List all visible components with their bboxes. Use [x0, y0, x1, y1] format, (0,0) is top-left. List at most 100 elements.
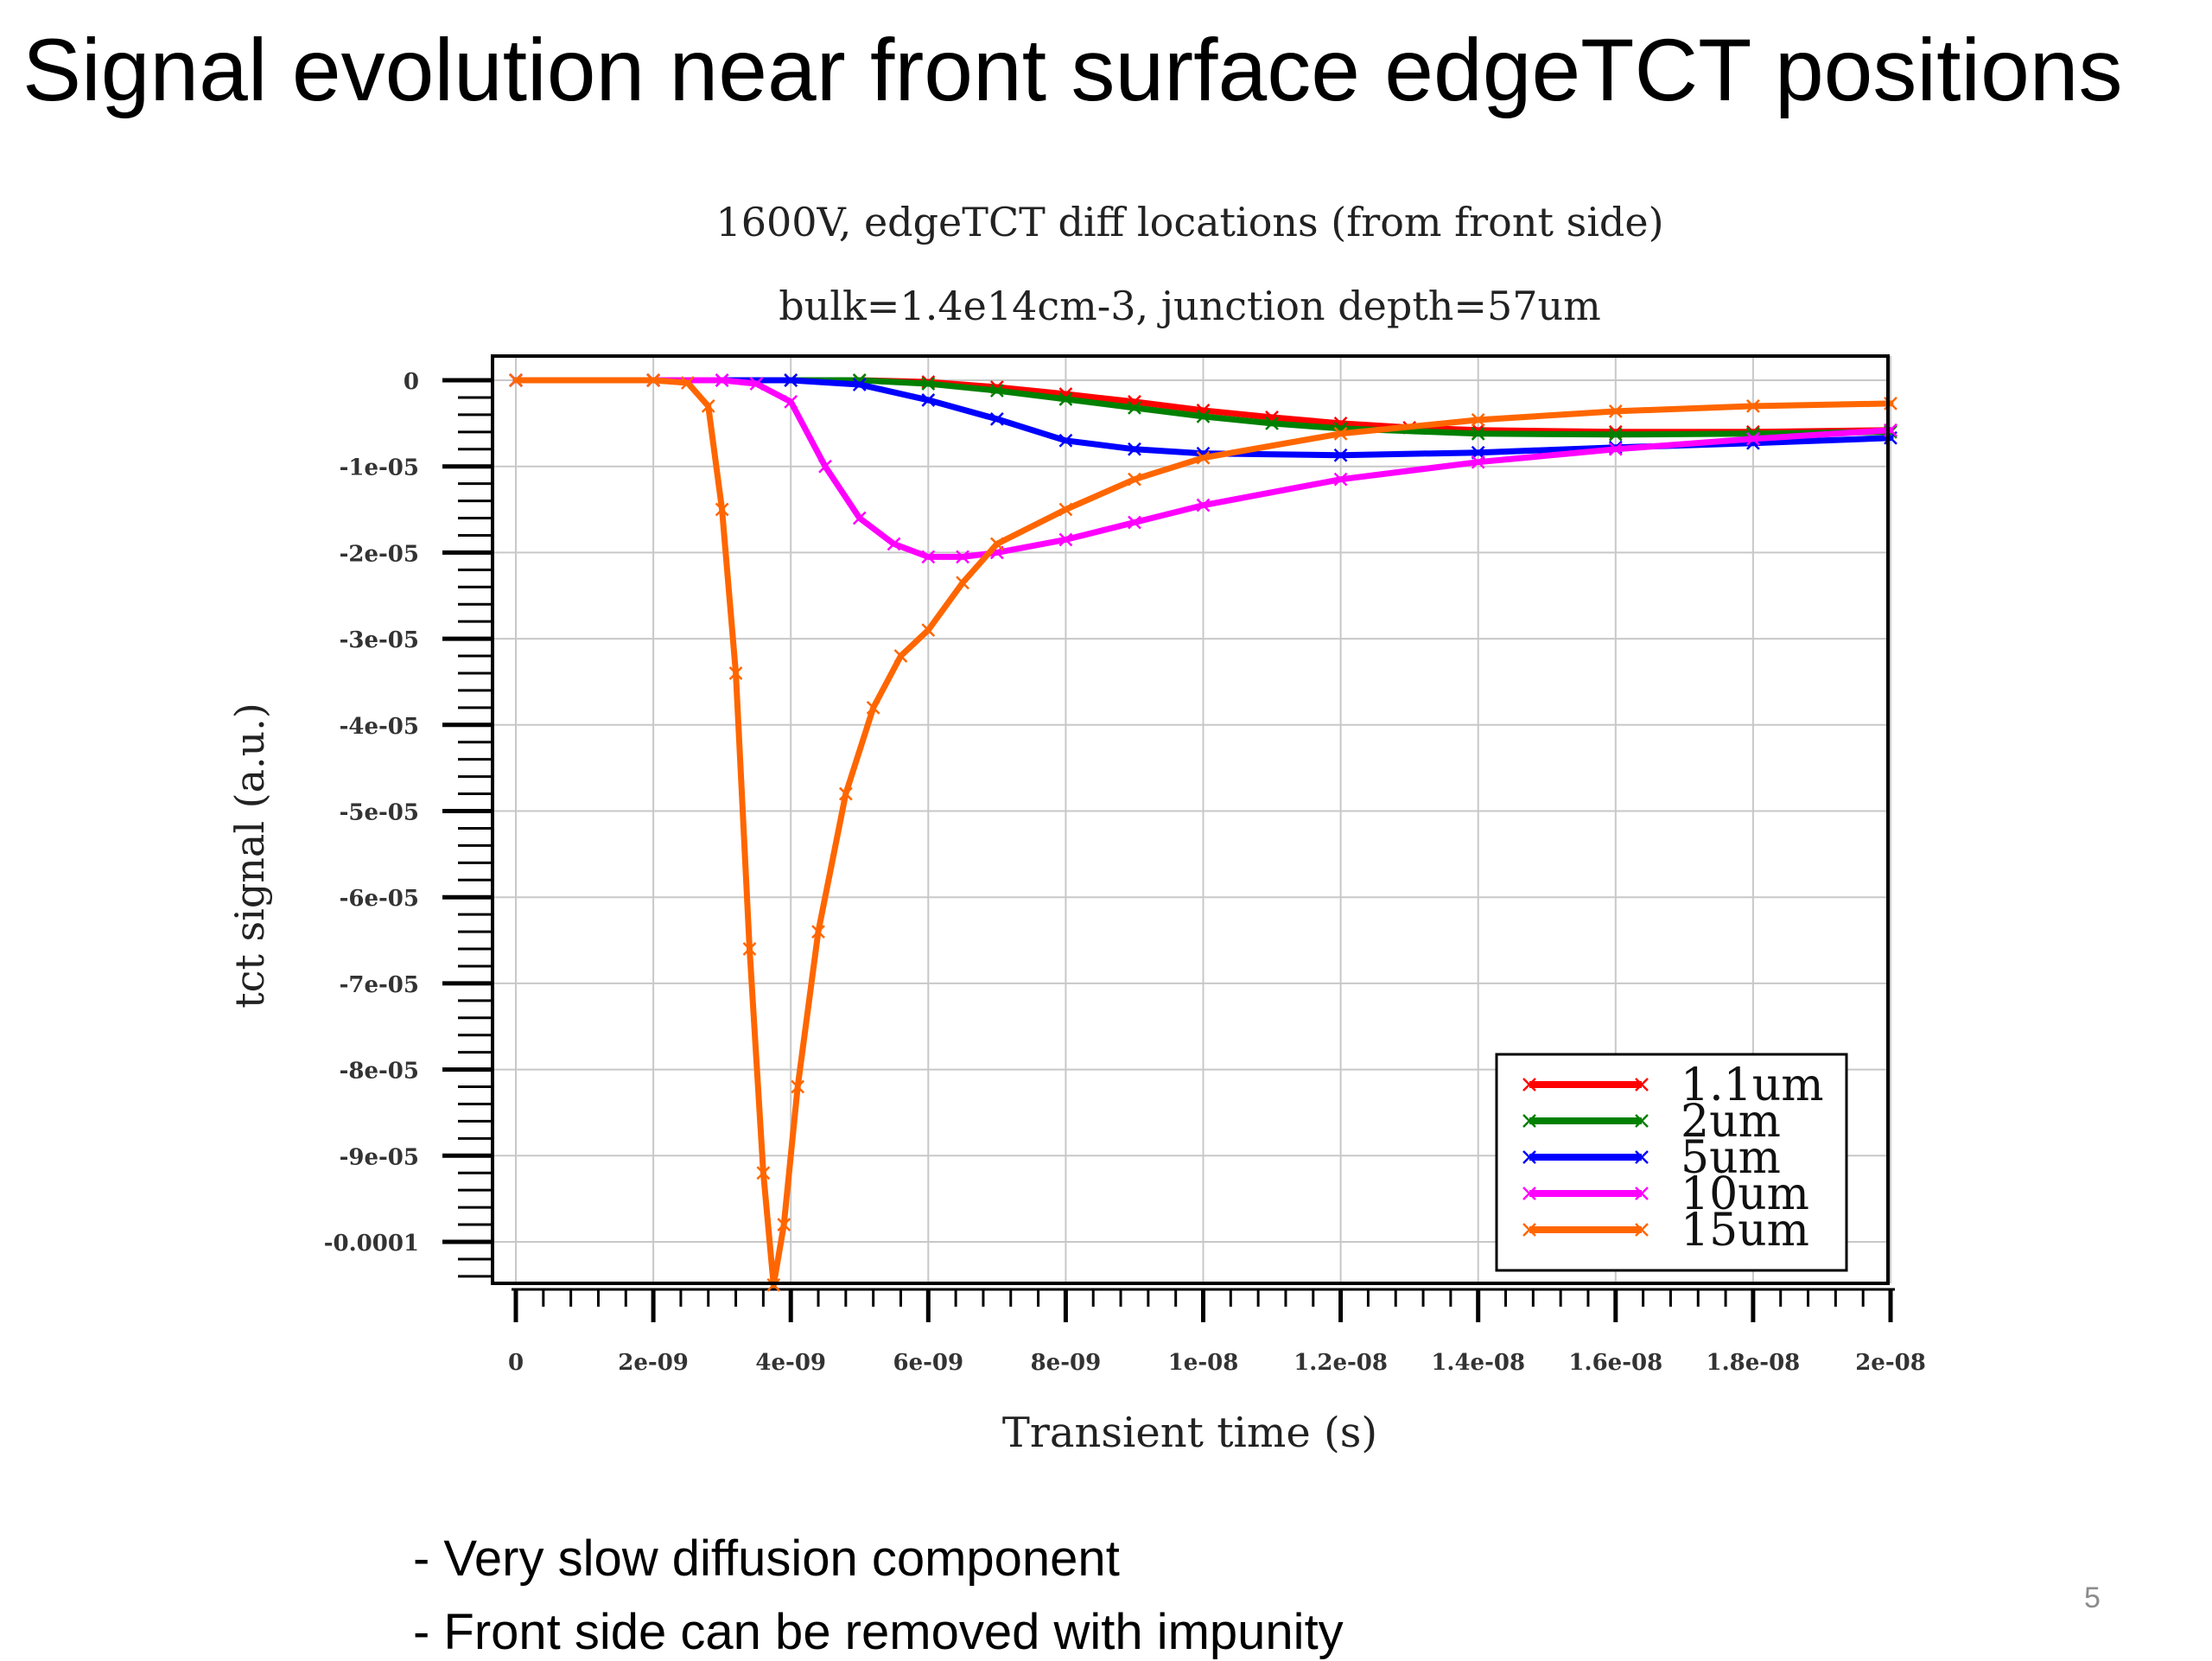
- legend-box: [1495, 1053, 1848, 1272]
- chart-subtitle: bulk=1.4e14cm-3, junction depth=57um: [779, 283, 1601, 329]
- data-point: [680, 376, 695, 390]
- point-marker: [956, 550, 969, 564]
- data-point: [1333, 448, 1348, 462]
- point-marker: [989, 411, 1004, 426]
- y-tick-label: -5e-05: [340, 800, 419, 826]
- point-marker: [921, 623, 936, 638]
- point-marker: [1333, 448, 1348, 462]
- data-point: [1128, 442, 1141, 456]
- data-point: [1471, 412, 1485, 427]
- legend-marker: [1635, 1078, 1649, 1091]
- data-point: [742, 942, 757, 956]
- data-point: [811, 925, 825, 939]
- data-point: [1196, 450, 1211, 465]
- series-line-15um: [512, 377, 1894, 1289]
- data-point: [715, 502, 729, 517]
- data-point: [921, 623, 936, 638]
- data-point: [1058, 392, 1073, 406]
- point-marker: [818, 459, 832, 474]
- legend-marker: [1522, 1078, 1536, 1091]
- point-marker: [777, 1218, 791, 1231]
- data-point: [715, 373, 729, 387]
- data-point: [1128, 515, 1141, 530]
- point-marker: [784, 395, 798, 409]
- data-point: [956, 550, 969, 564]
- legend-label-5um: 5um: [1681, 1132, 1781, 1184]
- point-marker: [1128, 515, 1141, 530]
- data-point: [777, 1218, 791, 1231]
- x-tick-label: 1.8e-08: [1707, 1350, 1801, 1376]
- x-tick-label: 0: [508, 1350, 524, 1376]
- data-point: [1058, 502, 1073, 517]
- data-point: [1333, 472, 1348, 487]
- data-point: [1128, 472, 1141, 487]
- data-point: [818, 459, 832, 474]
- point-marker: [852, 378, 867, 391]
- point-marker: [646, 373, 660, 387]
- point-marker: [1196, 450, 1211, 465]
- data-point: [1333, 426, 1348, 441]
- point-marker: [791, 1079, 805, 1094]
- legend-label-10um: 10um: [1681, 1168, 1809, 1220]
- data-point: [1128, 401, 1141, 415]
- point-marker: [1471, 455, 1485, 469]
- point-marker: [1058, 392, 1073, 406]
- data-point: [791, 1079, 805, 1094]
- legend-marker: [1635, 1223, 1649, 1237]
- data-point: [1471, 455, 1485, 469]
- point-marker: [852, 511, 867, 525]
- x-tick-label: 1.6e-08: [1568, 1350, 1662, 1376]
- x-tick-label: 2e-09: [618, 1350, 689, 1376]
- point-marker: [1471, 412, 1485, 427]
- y-tick-label: 0: [404, 369, 419, 395]
- page-number: 5: [2084, 1581, 2101, 1614]
- point-marker: [715, 373, 729, 387]
- x-tick-label: 8e-09: [1031, 1350, 1102, 1376]
- legend-marker: [1522, 1187, 1536, 1200]
- point-marker: [838, 786, 853, 801]
- axis-ticks: 0 2e-09 4e-09 6e-09 8e-09 1e-08 1.2e-08 1.4e-08…: [324, 369, 1926, 1376]
- point-marker: [701, 399, 715, 413]
- point-marker: [921, 393, 936, 407]
- point-marker: [1333, 426, 1348, 441]
- point-marker: [1471, 426, 1485, 441]
- y-tick-label: -0.0001: [324, 1231, 419, 1257]
- data-point: [1608, 404, 1623, 418]
- point-marker: [989, 384, 1004, 398]
- legend-label-2um: 2um: [1681, 1096, 1781, 1148]
- point-marker: [784, 373, 798, 387]
- series-lines: [509, 373, 1897, 1292]
- point-marker: [921, 550, 936, 564]
- x-axis-label: Transient time (s): [1002, 1409, 1377, 1457]
- data-point: [1608, 442, 1623, 456]
- data-point: [921, 393, 936, 407]
- legend-marker: [1635, 1187, 1649, 1200]
- data-point: [887, 537, 901, 551]
- data-point: [646, 373, 660, 387]
- data-point: [921, 550, 936, 564]
- point-marker: [756, 1166, 771, 1181]
- point-marker: [1196, 498, 1211, 512]
- legend-marker: [1522, 1150, 1536, 1164]
- bullet-diffusion: - Very slow diffusion component: [413, 1531, 1120, 1587]
- y-axis-label: tct signal (a.u.): [226, 703, 273, 1009]
- data-point: [989, 411, 1004, 426]
- data-point: [989, 384, 1004, 398]
- x-tick-label: 1.4e-08: [1431, 1350, 1525, 1376]
- legend-marker: [1635, 1150, 1649, 1164]
- legend-marker: [1522, 1223, 1536, 1237]
- data-point: [756, 1166, 771, 1181]
- point-marker: [866, 700, 880, 715]
- point-marker: [1128, 401, 1141, 415]
- data-point: [1746, 431, 1760, 446]
- point-marker: [921, 377, 936, 391]
- point-marker: [811, 925, 825, 939]
- data-point: [1196, 498, 1211, 512]
- y-tick-label: -8e-05: [340, 1059, 419, 1085]
- point-marker: [742, 942, 757, 956]
- data-point: [749, 377, 764, 391]
- data-point: [1058, 532, 1073, 547]
- data-point: [1746, 399, 1760, 413]
- chart-title: 1600V, edgeTCT diff locations (from fron…: [715, 199, 1663, 245]
